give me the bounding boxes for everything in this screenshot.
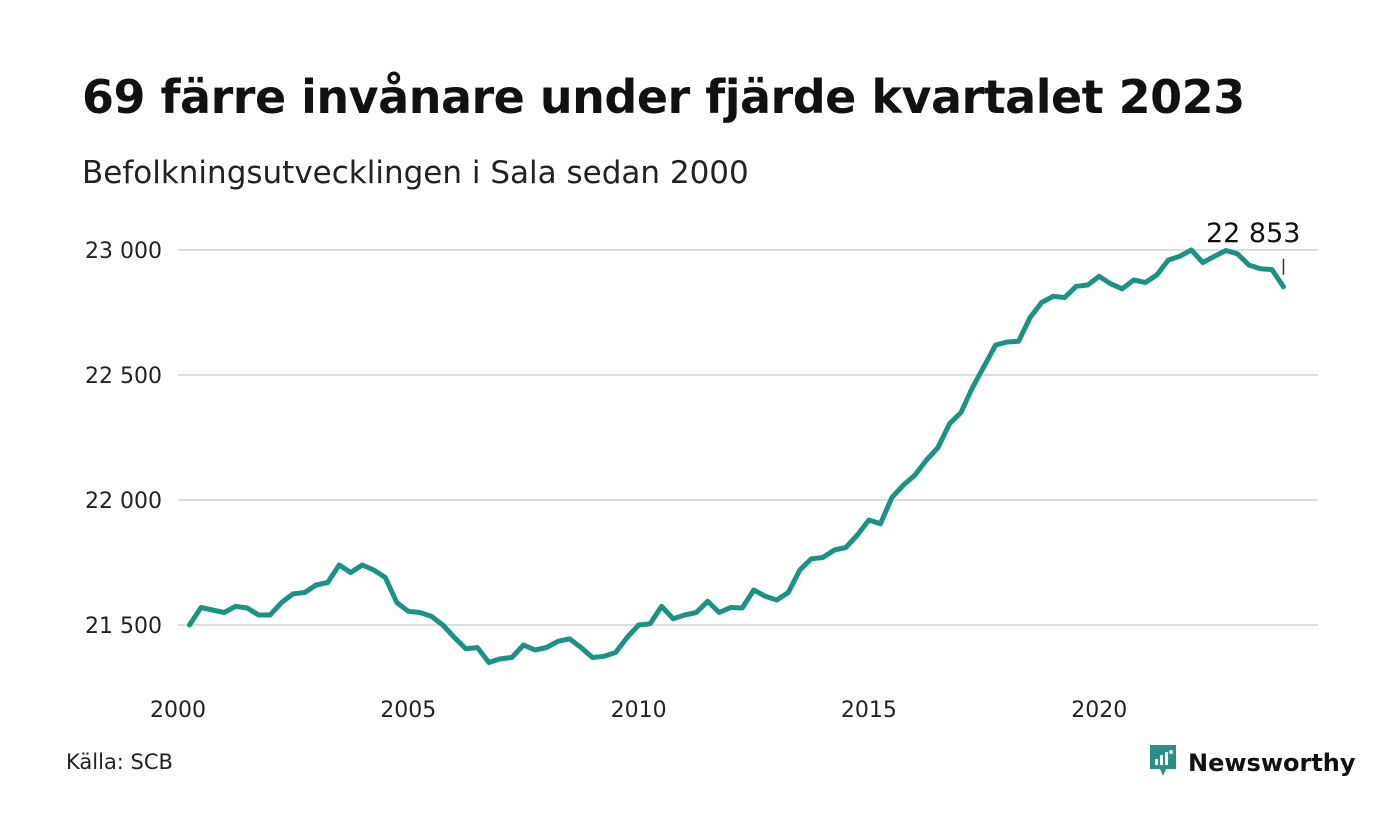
brand-name: Newsworthy [1188, 749, 1356, 777]
y-tick-label: 23 000 [85, 239, 162, 264]
source-note: Källa: SCB [66, 750, 173, 774]
series-layer [187, 247, 1286, 665]
end-value-label: 22 853 [1206, 218, 1300, 249]
x-tick-label: 2015 [841, 698, 897, 723]
series-line [187, 247, 1286, 665]
x-axis-tick-labels: 2000 2005 2010 2015 2020 [150, 698, 1127, 723]
annotation-layer: 22 853 [1206, 218, 1300, 275]
y-tick-label: 22 500 [85, 364, 162, 389]
brand-logo: Newsworthy [1148, 743, 1356, 783]
newsworthy-logo-icon [1148, 743, 1178, 783]
y-tick-label: 22 000 [85, 489, 162, 514]
y-tick-label: 21 500 [85, 614, 162, 639]
x-tick-label: 2010 [611, 698, 667, 723]
grid-lines [178, 249, 1318, 626]
x-tick-label: 2020 [1071, 698, 1127, 723]
chart-subtitle: Befolkningsutvecklingen i Sala sedan 200… [82, 155, 749, 191]
x-tick-label: 2005 [380, 698, 436, 723]
x-tick-label: 2000 [150, 698, 206, 723]
y-axis-tick-labels: 21 500 22 000 22 500 23 000 [85, 239, 162, 639]
chart-title: 69 färre invånare under fjärde kvartalet… [82, 70, 1245, 124]
